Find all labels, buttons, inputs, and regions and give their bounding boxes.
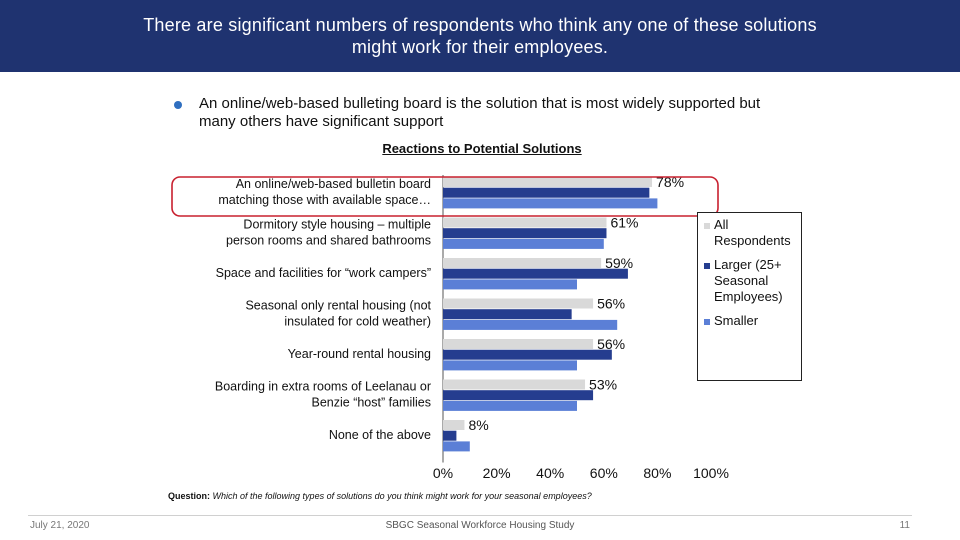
bar-3-1 xyxy=(443,198,658,209)
bullet-text: An online/web-based bulleting board is t… xyxy=(199,95,761,130)
category-label-7-1: None of the above xyxy=(329,428,431,442)
footer-date: July 21, 2020 xyxy=(30,520,90,531)
x-tick-label-4: 60% xyxy=(590,465,618,481)
data-label-6: 53% xyxy=(589,377,617,393)
category-label-5-1: Year-round rental housing xyxy=(288,347,431,361)
bar-2-6 xyxy=(443,390,594,401)
legend-label-1: All Respondents xyxy=(714,217,791,248)
x-tick-label-2: 20% xyxy=(483,465,511,481)
bar-3-4 xyxy=(443,319,618,330)
category-label-1-2: matching those with available space… xyxy=(218,193,431,207)
bar-2-3 xyxy=(443,268,628,279)
question-label: Question: xyxy=(168,491,210,501)
category-label-1-1: An online/web-based bulletin board xyxy=(236,177,431,191)
slide-header: There are significant numbers of respond… xyxy=(0,0,960,72)
bar-1-7 xyxy=(443,420,465,430)
data-label-7: 8% xyxy=(468,417,488,433)
legend-item-3: Smaller xyxy=(704,313,801,329)
bar-1-6 xyxy=(443,379,586,390)
bar-3-3 xyxy=(443,279,577,290)
bar-1-5 xyxy=(443,339,594,349)
data-label-5: 56% xyxy=(597,336,625,352)
category-label-3-1: Space and facilities for “work campers” xyxy=(216,266,431,280)
legend-label-3: Smaller xyxy=(714,313,759,328)
question-text: Which of the following types of solution… xyxy=(212,491,592,501)
bar-2-1 xyxy=(443,187,650,198)
highlight-box xyxy=(171,176,719,217)
data-label-2: 61% xyxy=(610,215,638,231)
legend-swatch-3 xyxy=(704,319,710,325)
category-label-4-2: insulated for cold weather) xyxy=(284,315,431,329)
bar-2-4 xyxy=(443,309,572,320)
chart-title: Reactions to Potential Solutions xyxy=(382,141,582,156)
bar-3-6 xyxy=(443,400,577,411)
legend-swatch-1 xyxy=(704,223,710,229)
x-tick-label-3: 40% xyxy=(536,465,564,481)
data-label-3: 59% xyxy=(605,255,633,271)
slide-title: There are significant numbers of respond… xyxy=(143,15,817,57)
x-tick-label-6: 100% xyxy=(693,465,729,481)
data-label-4: 56% xyxy=(597,296,625,312)
category-label-6-1: Boarding in extra rooms of Leelanau or xyxy=(215,380,431,394)
bar-3-2 xyxy=(443,238,604,249)
bar-3-7 xyxy=(443,441,470,452)
legend-swatch-2 xyxy=(704,263,710,269)
bar-1-1 xyxy=(443,177,653,187)
bar-1-3 xyxy=(443,258,602,268)
legend-label-2: Larger (25+ Seasonal Employees) xyxy=(714,257,783,304)
data-label-1: 78% xyxy=(656,174,684,190)
category-label-6-2: Benzie “host” families xyxy=(312,396,432,410)
chart-legend: All Respondents Larger (25+ Seasonal Employe… xyxy=(697,212,802,381)
category-label-2-2: person rooms and shared bathrooms xyxy=(226,234,431,248)
bar-1-4 xyxy=(443,298,594,309)
survey-question: Question: Which of the following types o… xyxy=(168,491,788,501)
legend-item-2: Larger (25+ Seasonal Employees) xyxy=(704,257,801,305)
category-label-4-1: Seasonal only rental housing (not xyxy=(245,299,431,313)
bar-2-5 xyxy=(443,349,612,360)
bar-3-5 xyxy=(443,360,577,371)
bar-2-2 xyxy=(443,228,607,239)
x-tick-label-1: 0% xyxy=(433,465,453,481)
bullet-point: An online/web-based bulleting board is t… xyxy=(174,95,774,131)
x-tick-label-5: 80% xyxy=(643,465,671,481)
bar-1-2 xyxy=(443,217,607,228)
bullet-dot-icon xyxy=(174,101,182,109)
footer-study-title: SBGC Seasonal Workforce Housing Study xyxy=(385,520,575,531)
legend-item-1: All Respondents xyxy=(704,217,801,249)
category-label-2-1: Dormitory style housing – multiple xyxy=(243,218,431,232)
bar-2-7 xyxy=(443,430,457,441)
page-number: 11 xyxy=(899,520,910,531)
footer-divider xyxy=(28,515,912,516)
